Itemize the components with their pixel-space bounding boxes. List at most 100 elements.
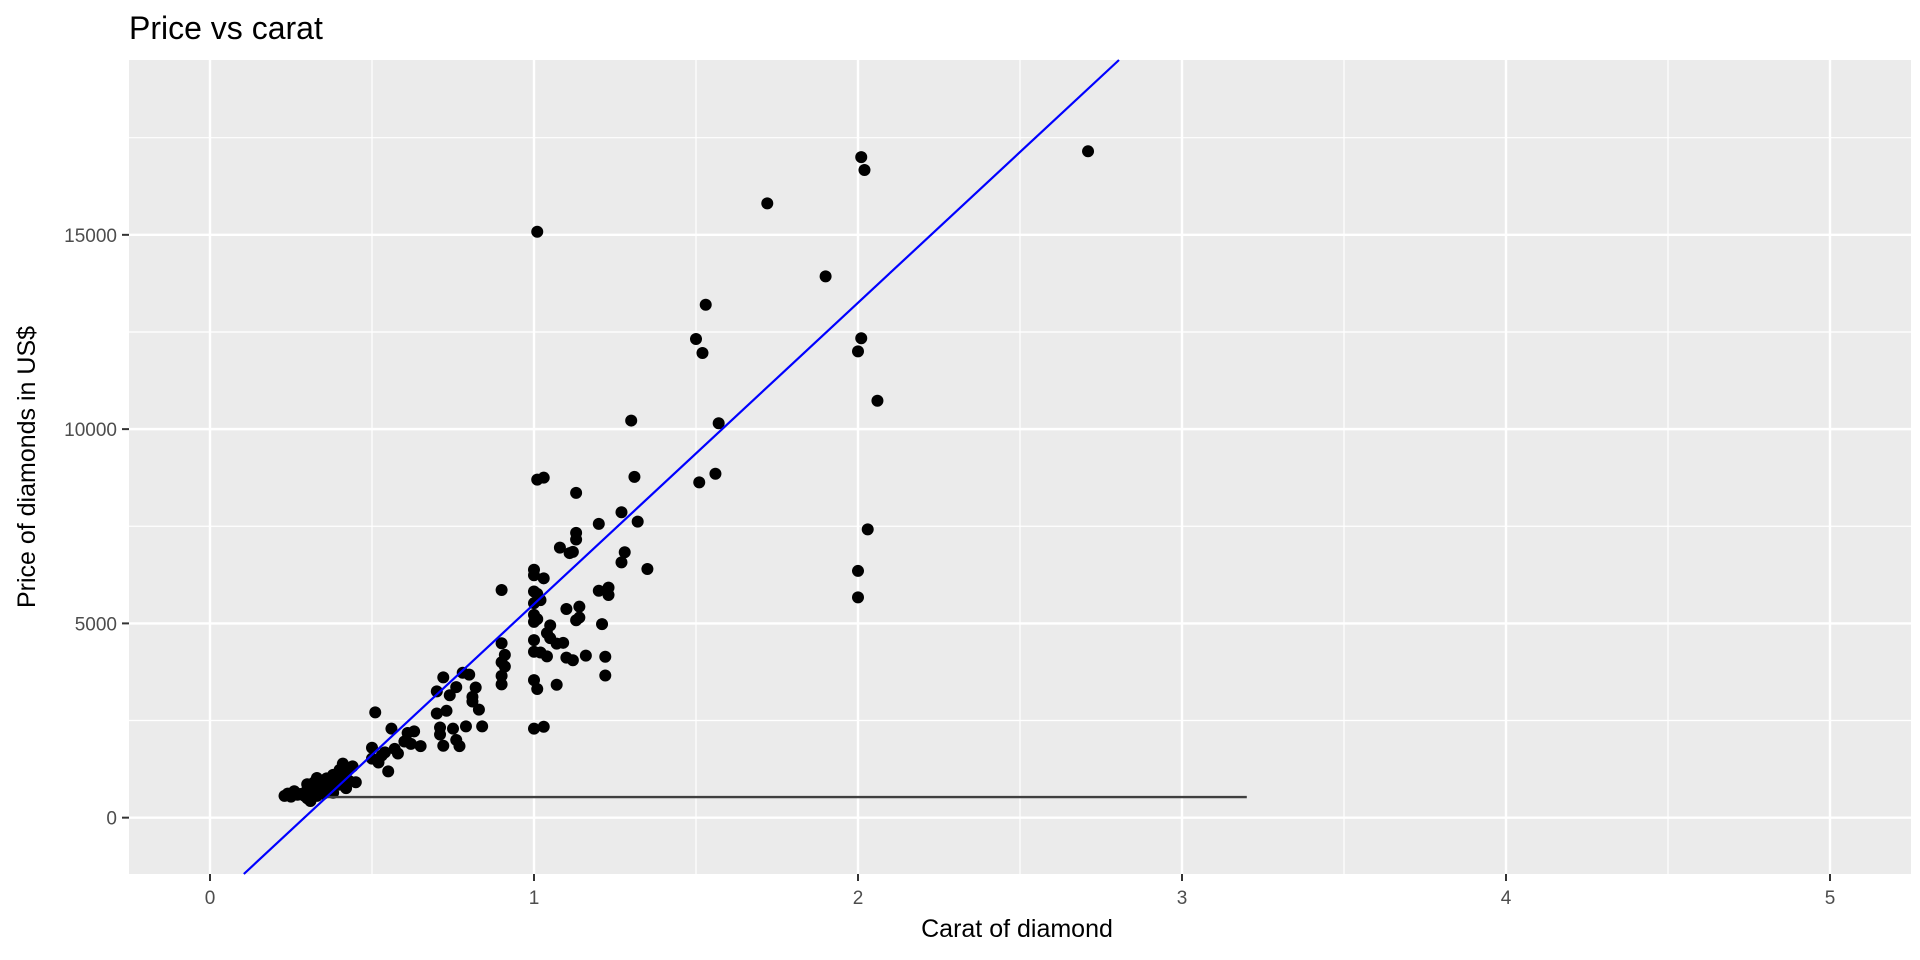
data-point (440, 704, 453, 717)
data-point (852, 564, 864, 577)
data-point (349, 776, 362, 789)
x-tick-label: 2 (853, 888, 864, 909)
data-point (498, 648, 511, 661)
data-point (1082, 145, 1095, 158)
data-point (592, 584, 605, 597)
data-point (628, 470, 641, 483)
data-point (437, 739, 450, 752)
data-point (852, 345, 864, 358)
y-axis-label: Price of diamonds in US$ (13, 326, 41, 608)
data-point (852, 591, 864, 604)
data-point (327, 786, 340, 799)
data-point (693, 476, 706, 489)
data-point (615, 506, 628, 519)
x-tick-label: 5 (1825, 888, 1836, 909)
data-point (596, 618, 609, 631)
data-point (447, 722, 459, 735)
data-point (709, 467, 722, 480)
y-tick-label: 5000 (75, 614, 117, 635)
data-point (544, 619, 557, 632)
data-point (391, 747, 404, 760)
data-point (871, 394, 884, 407)
data-point (540, 650, 553, 663)
x-tick-label: 3 (1177, 888, 1188, 909)
x-tick-label: 4 (1501, 888, 1512, 909)
major-gridlines (129, 60, 1911, 874)
data-point (495, 669, 508, 682)
data-point (476, 720, 489, 733)
data-point (566, 545, 579, 558)
x-tick-label: 0 (205, 888, 216, 909)
data-point (495, 637, 508, 650)
data-point (528, 634, 540, 647)
data-point (434, 728, 447, 741)
data-point (531, 613, 544, 626)
data-point (699, 298, 712, 311)
data-point (430, 707, 443, 720)
data-point (570, 533, 583, 546)
data-point (528, 722, 540, 735)
data-point (625, 414, 638, 427)
data-point (378, 746, 391, 759)
data-point (414, 740, 427, 753)
regression-line (243, 59, 1120, 875)
data-points (278, 145, 1095, 807)
data-point (560, 603, 573, 616)
data-point (602, 589, 615, 602)
data-point (618, 546, 631, 559)
x-axis-label: Carat of diamond (921, 915, 1113, 943)
y-tick-label: 10000 (64, 420, 117, 441)
x-axis-ticks: 0 1 2 3 4 5 (205, 874, 1836, 909)
data-point (599, 669, 612, 682)
y-tick-label: 15000 (64, 226, 117, 247)
data-point (382, 765, 395, 778)
data-point (631, 515, 644, 528)
data-point (858, 163, 871, 176)
data-point (443, 689, 456, 702)
data-point (450, 681, 463, 694)
data-point (495, 678, 508, 691)
data-point (453, 740, 466, 753)
data-point (592, 517, 605, 530)
data-point (404, 737, 417, 750)
data-point (570, 486, 583, 499)
data-point (534, 594, 547, 607)
data-point (696, 346, 709, 359)
data-point (463, 668, 476, 681)
data-point (369, 706, 382, 719)
data-point (761, 197, 774, 210)
data-point (472, 703, 485, 716)
data-point (599, 650, 612, 663)
data-point (537, 471, 550, 484)
data-point (459, 720, 472, 733)
data-point (466, 695, 479, 708)
data-point (495, 583, 508, 596)
x-tick-label: 1 (529, 888, 540, 909)
data-point (712, 417, 725, 430)
data-point (566, 654, 579, 667)
data-point (861, 523, 874, 536)
data-point (557, 636, 570, 649)
data-point (346, 760, 359, 773)
data-point (537, 572, 550, 585)
data-point (537, 720, 550, 733)
data-point (531, 683, 544, 696)
data-point (615, 556, 628, 569)
data-point (531, 225, 544, 238)
data-point (408, 725, 421, 738)
y-tick-label: 0 (106, 809, 117, 830)
data-point (573, 600, 586, 613)
data-point (385, 722, 398, 735)
data-point (819, 270, 832, 283)
data-point (553, 541, 566, 554)
data-point (579, 649, 592, 662)
data-point (550, 678, 563, 691)
data-point (855, 151, 868, 164)
data-point (437, 671, 450, 684)
data-point (641, 562, 654, 575)
data-point (430, 685, 443, 698)
data-point (469, 681, 482, 694)
data-point (690, 332, 702, 345)
y-axis-ticks: 0 5000 10000 15000 (64, 226, 129, 830)
data-point (498, 660, 511, 673)
